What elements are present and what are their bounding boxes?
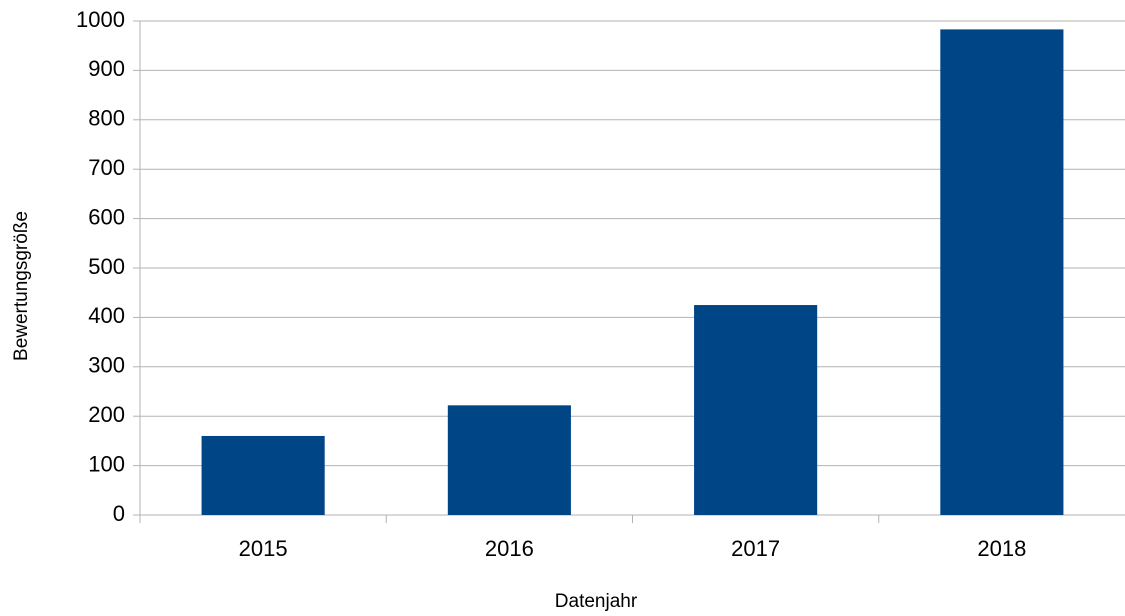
bar xyxy=(940,29,1064,515)
y-tick-label: 300 xyxy=(88,353,125,378)
bar xyxy=(201,435,325,515)
y-tick-label: 200 xyxy=(88,402,125,427)
x-tick-label: 2018 xyxy=(977,536,1026,561)
x-tick-label: 2015 xyxy=(239,536,288,561)
y-tick-label: 600 xyxy=(88,204,125,229)
bar xyxy=(694,305,818,515)
bar xyxy=(447,405,571,515)
y-axis-label: Bewertungsgröße xyxy=(11,211,32,361)
y-tick-label: 0 xyxy=(113,501,125,526)
y-tick-label: 500 xyxy=(88,254,125,279)
y-tick-label: 400 xyxy=(88,303,125,328)
y-tick-label: 700 xyxy=(88,155,125,180)
y-tick-label: 900 xyxy=(88,56,125,81)
x-tick-label: 2017 xyxy=(731,536,780,561)
x-axis-label: Datenjahr xyxy=(555,591,638,612)
y-tick-label: 100 xyxy=(88,451,125,476)
y-tick-label: 800 xyxy=(88,106,125,131)
y-tick-label: 1000 xyxy=(76,7,125,32)
x-tick-label: 2016 xyxy=(485,536,534,561)
